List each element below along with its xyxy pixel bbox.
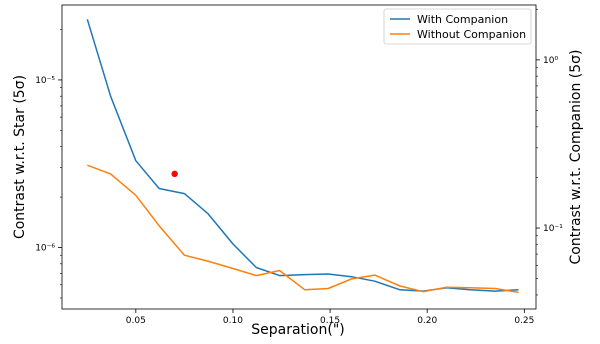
legend: With Companion Without Companion — [383, 8, 532, 45]
right-y-tick-label: 10⁰ — [543, 56, 558, 66]
legend-entry-label: Without Companion — [417, 28, 526, 41]
left-y-tick-label: 10⁻⁵ — [35, 76, 55, 86]
left-y-axis-label: Contrast w.r.t. Star (5σ) — [12, 75, 28, 239]
x-tick-label: 0.15 — [320, 316, 340, 326]
x-tick-label: 0.05 — [126, 316, 146, 326]
series-line-1 — [86, 19, 519, 292]
x-tick-label: 0.25 — [514, 316, 534, 326]
marker-point-1 — [171, 170, 178, 178]
x-tick-label: 0.10 — [223, 316, 243, 326]
right-y-tick-label: 10⁻¹ — [543, 224, 563, 234]
x-axis-label: Separation(") — [251, 322, 344, 338]
plot-frame — [61, 4, 537, 310]
left-y-tick-label: 10⁻⁶ — [35, 244, 55, 254]
legend-entry-label: With Companion — [417, 13, 508, 26]
legend-box — [383, 8, 532, 45]
plot-area — [86, 19, 519, 294]
series-line-2 — [87, 164, 519, 294]
right-y-axis-label: Contrast w.r.t. Companion (5σ) — [568, 50, 584, 265]
axes: 0.05 0.10 0.15 0.20 0.25 10⁻⁶ 10⁻⁵ 10⁻¹ 10⁰ — [35, 4, 563, 326]
x-tick-label: 0.20 — [417, 316, 437, 326]
